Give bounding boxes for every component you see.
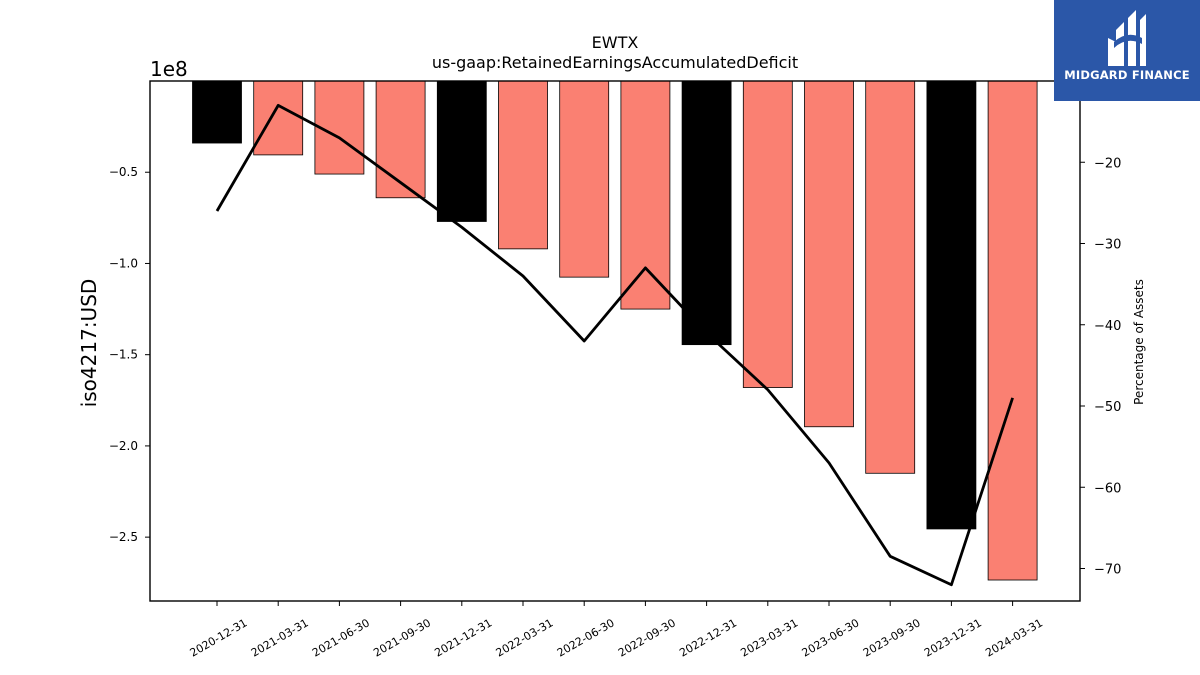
plot-frame bbox=[149, 80, 1081, 602]
bar bbox=[192, 80, 242, 144]
y-tick-label: −2.5 bbox=[109, 530, 138, 544]
bar bbox=[865, 80, 916, 474]
x-tick-label: 2022-09-30 bbox=[616, 616, 678, 659]
bar bbox=[620, 80, 671, 310]
bar bbox=[436, 80, 487, 222]
x-tick-label: 2024-03-31 bbox=[983, 616, 1045, 659]
bar-series bbox=[192, 80, 1038, 581]
line-path bbox=[215, 103, 1014, 587]
y-tick-label: −0.5 bbox=[109, 165, 138, 179]
logo-text: MIDGARD FINANCE bbox=[1064, 68, 1190, 82]
y2-tick-label: −50 bbox=[1094, 400, 1121, 415]
bar bbox=[253, 80, 304, 156]
bar bbox=[926, 80, 977, 530]
bar bbox=[559, 80, 610, 278]
x-tick-label: 2022-12-31 bbox=[677, 616, 739, 659]
y2-tick-label: −70 bbox=[1094, 563, 1121, 578]
midgard-finance-logo: MIDGARD FINANCE bbox=[1054, 0, 1200, 101]
y-tick-label: −1.5 bbox=[109, 348, 138, 362]
x-tick-label: 2021-09-30 bbox=[371, 616, 433, 659]
y-tick-label: −2.0 bbox=[109, 439, 138, 453]
x-tick-label: 2022-06-30 bbox=[555, 616, 617, 659]
y2-tick-label: −60 bbox=[1094, 481, 1121, 496]
x-tick-label: 2023-09-30 bbox=[861, 616, 923, 659]
x-tick-label: 2022-03-31 bbox=[494, 616, 556, 659]
line-series bbox=[215, 103, 1014, 587]
chart-subtitle: us-gaap:RetainedEarningsAccumulatedDefic… bbox=[432, 53, 798, 72]
logo-mark-icon bbox=[1108, 10, 1146, 66]
chart-title: EWTX bbox=[592, 33, 639, 52]
y-tick-label: −1.0 bbox=[109, 256, 138, 270]
y2-tick-label: −40 bbox=[1094, 319, 1121, 334]
bar bbox=[742, 80, 793, 388]
y2-axis-label: Percentage of Assets bbox=[1132, 279, 1146, 405]
y2-tick-label: −30 bbox=[1094, 238, 1121, 253]
y-axis-label: iso4217:USD bbox=[77, 279, 101, 408]
bar bbox=[681, 80, 732, 346]
x-tick-label: 2021-12-31 bbox=[432, 616, 494, 659]
x-tick-label: 2021-03-31 bbox=[249, 616, 311, 659]
x-tick-label: 2023-12-31 bbox=[922, 616, 984, 659]
bar bbox=[498, 80, 548, 250]
bar bbox=[804, 80, 854, 428]
x-tick-label: 2023-06-30 bbox=[800, 616, 862, 659]
y-offset-label: 1e8 bbox=[150, 57, 188, 81]
x-tick-label: 2020-12-31 bbox=[188, 616, 250, 659]
x-tick-label: 2021-06-30 bbox=[310, 616, 372, 659]
bar bbox=[314, 80, 365, 175]
bar bbox=[375, 80, 426, 199]
y2-tick-label: −20 bbox=[1094, 156, 1121, 171]
bar bbox=[987, 80, 1038, 581]
x-tick-label: 2023-03-31 bbox=[738, 616, 800, 659]
